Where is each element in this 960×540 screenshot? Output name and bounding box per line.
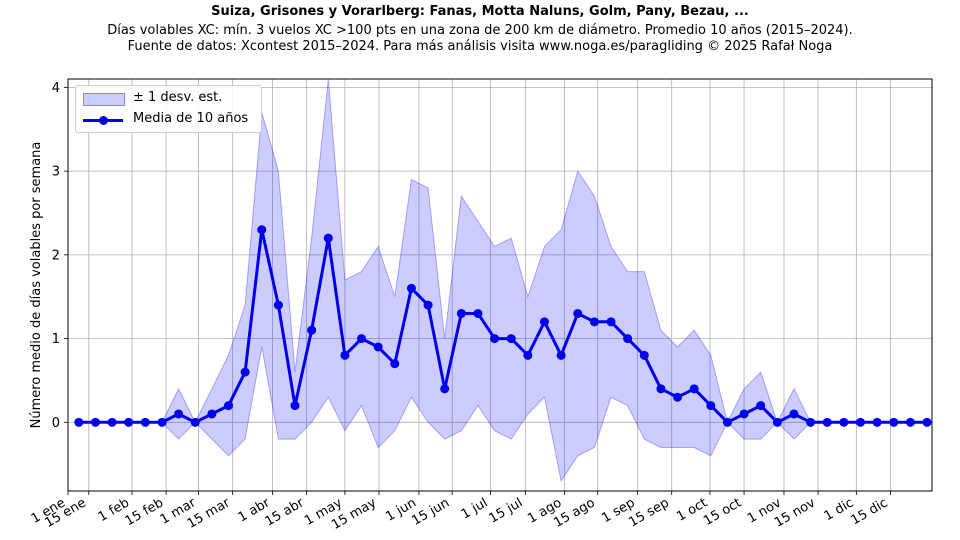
- mean-point: [855, 417, 865, 427]
- x-tick-label: 15 oct: [701, 495, 744, 528]
- legend-mean-marker-swatch: [99, 116, 108, 125]
- mean-point: [107, 417, 117, 427]
- plot-frame: [67, 78, 933, 492]
- mean-point: [440, 384, 450, 394]
- mean-point: [573, 308, 583, 318]
- x-tick-label: 15 dic: [849, 495, 891, 528]
- mean-point: [307, 325, 317, 335]
- mean-point: [223, 401, 233, 411]
- mean-point: [257, 225, 267, 235]
- mean-point: [589, 317, 599, 327]
- mean-point: [190, 417, 200, 427]
- mean-point: [739, 409, 749, 419]
- mean-point: [90, 417, 100, 427]
- y-tick-label: 4: [52, 81, 60, 96]
- mean-point: [240, 367, 250, 377]
- mean-point: [74, 417, 84, 427]
- mean-point: [273, 300, 283, 310]
- mean-point: [140, 417, 150, 427]
- x-tick-label: 1 jul: [459, 495, 491, 522]
- chart-subtitle-line1: Días volables XC: mín. 3 vuelos XC >100 …: [107, 23, 853, 38]
- mean-point: [357, 334, 367, 344]
- mean-point: [689, 384, 699, 394]
- mean-point: [789, 409, 799, 419]
- mean-point: [905, 417, 915, 427]
- legend-band-label: ± 1 desv. est.: [133, 90, 223, 105]
- mean-point: [839, 417, 849, 427]
- mean-point: [806, 417, 816, 427]
- mean-point: [423, 300, 433, 310]
- mean-point: [706, 401, 716, 411]
- mean-point: [772, 417, 782, 427]
- x-tick-label: 15 jul: [487, 495, 526, 526]
- chart-subtitle-line2: Fuente de datos: Xcontest 2015–2024. Par…: [127, 39, 833, 54]
- mean-point: [822, 417, 832, 427]
- mean-point: [490, 334, 500, 344]
- y-tick-label: 3: [52, 165, 60, 180]
- mean-point: [523, 350, 533, 360]
- mean-point: [290, 401, 300, 411]
- y-axis-label: Número medio de días volables por semana: [29, 142, 44, 429]
- mean-point: [756, 401, 766, 411]
- mean-point: [390, 359, 400, 369]
- mean-point: [623, 334, 633, 344]
- chart-title: Suiza, Grisones y Vorarlberg: Fanas, Mot…: [211, 4, 749, 19]
- mean-point: [323, 233, 333, 243]
- mean-line: [78, 228, 927, 424]
- mean-point: [922, 417, 932, 427]
- mean-point: [456, 308, 466, 318]
- mean-point: [889, 417, 899, 427]
- x-tick-label: 15 feb: [123, 495, 166, 529]
- x-tick-label: 15 abr: [263, 495, 308, 529]
- chart-title-block: Suiza, Grisones y Vorarlberg: Fanas, Mot…: [0, 4, 960, 55]
- legend-item-band: ± 1 desv. est.: [76, 89, 261, 107]
- mean-point: [722, 417, 732, 427]
- mean-point: [373, 342, 383, 352]
- mean-point: [656, 384, 666, 394]
- legend-band-swatch: [83, 93, 125, 106]
- mean-point: [340, 350, 350, 360]
- mean-point: [207, 409, 217, 419]
- y-tick-label: 2: [52, 248, 60, 263]
- mean-point: [539, 317, 549, 327]
- legend-mean-label: Media de 10 años: [133, 111, 249, 126]
- mean-point: [639, 350, 649, 360]
- mean-point: [124, 417, 134, 427]
- mean-point: [157, 417, 167, 427]
- legend-item-mean: Media de 10 años: [76, 110, 261, 128]
- mean-point: [673, 392, 683, 402]
- mean-point: [473, 308, 483, 318]
- mean-point: [406, 283, 416, 293]
- x-tick-label: 15 sep: [626, 495, 671, 530]
- chart-legend: ± 1 desv. est. Media de 10 años: [75, 85, 262, 133]
- mean-point: [872, 417, 882, 427]
- mean-point: [556, 350, 566, 360]
- mean-point: [606, 317, 616, 327]
- mean-point: [174, 409, 184, 419]
- y-tick-label: 0: [52, 416, 60, 431]
- y-tick-label: 1: [52, 332, 60, 347]
- mean-point: [506, 334, 516, 344]
- x-tick-label: 15 jun: [409, 495, 452, 528]
